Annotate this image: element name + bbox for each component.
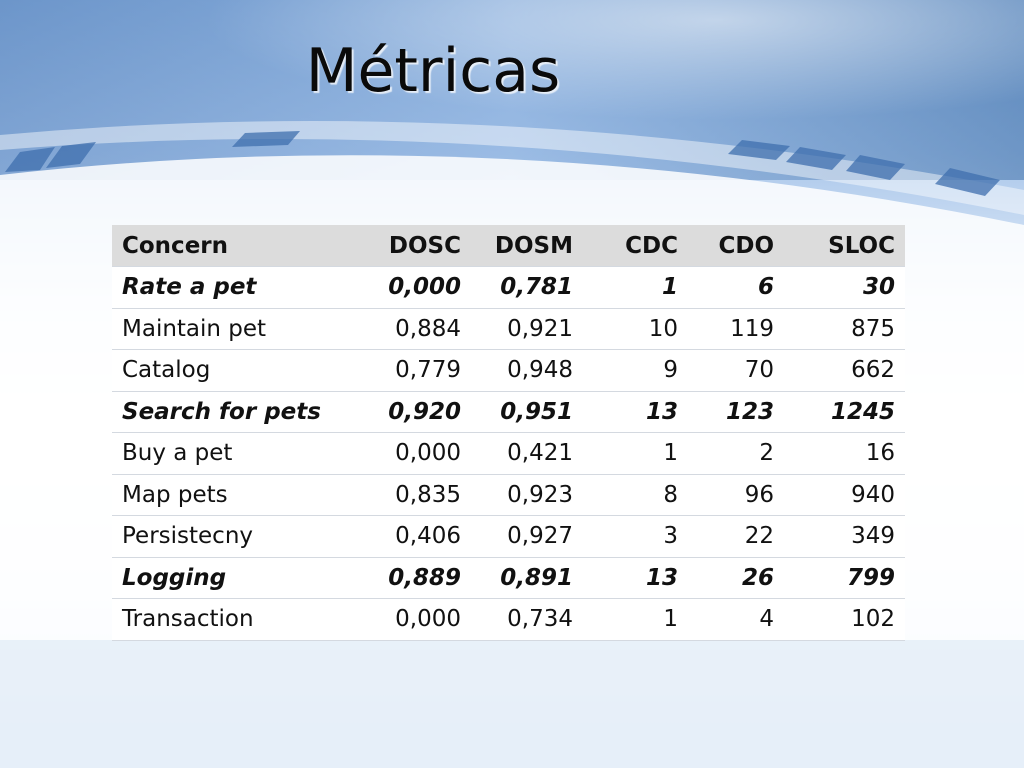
cell-dosc: 0,889	[359, 557, 471, 599]
table-row: Rate a pet 0,000 0,781 1 6 30	[112, 266, 905, 309]
cell-dosc: 0,884	[359, 308, 471, 350]
header-dosm: DOSM	[471, 225, 583, 267]
cell-cdc: 8	[583, 474, 688, 516]
table-row: Buy a pet 0,000 0,421 1 2 16	[112, 432, 905, 475]
cell-dosc: 0,835	[359, 474, 471, 516]
cell-dosc: 0,000	[359, 432, 471, 475]
cell-dosc: 0,000	[359, 598, 471, 641]
cell-sloc: 799	[784, 557, 905, 599]
cell-sloc: 1245	[784, 391, 905, 433]
header-concern: Concern	[112, 225, 359, 267]
table-row: Transaction 0,000 0,734 1 4 102	[112, 598, 905, 641]
header-dosc: DOSC	[359, 225, 471, 267]
cell-cdc: 13	[583, 391, 688, 433]
table-row: Catalog 0,779 0,948 9 70 662	[112, 349, 905, 392]
cell-cdo: 26	[688, 557, 784, 599]
table-row: Map pets 0,835 0,923 8 96 940	[112, 474, 905, 516]
cell-concern: Logging	[112, 557, 359, 599]
cell-cdc: 13	[583, 557, 688, 599]
cell-concern: Maintain pet	[112, 308, 359, 350]
cell-sloc: 30	[784, 266, 905, 309]
table-row: Search for pets 0,920 0,951 13 123 1245	[112, 391, 905, 433]
cell-cdc: 3	[583, 515, 688, 558]
cell-sloc: 940	[784, 474, 905, 516]
header-sloc: SLOC	[784, 225, 905, 267]
cell-concern: Catalog	[112, 349, 359, 392]
cell-dosm: 0,921	[471, 308, 583, 350]
cell-dosc: 0,406	[359, 515, 471, 558]
cell-cdo: 4	[688, 598, 784, 641]
cell-cdc: 1	[583, 266, 688, 309]
cell-dosm: 0,927	[471, 515, 583, 558]
cell-sloc: 662	[784, 349, 905, 392]
cell-dosc: 0,000	[359, 266, 471, 309]
cell-cdo: 6	[688, 266, 784, 309]
cell-cdo: 70	[688, 349, 784, 392]
cell-concern: Buy a pet	[112, 432, 359, 475]
cell-sloc: 102	[784, 598, 905, 641]
table-header-row: Concern DOSC DOSM CDC CDO SLOC	[112, 225, 905, 267]
cell-cdo: 2	[688, 432, 784, 475]
cell-cdo: 119	[688, 308, 784, 350]
cell-concern: Map pets	[112, 474, 359, 516]
cell-cdo: 123	[688, 391, 784, 433]
cell-cdc: 9	[583, 349, 688, 392]
cell-dosm: 0,891	[471, 557, 583, 599]
table-row: Logging 0,889 0,891 13 26 799	[112, 557, 905, 599]
cell-cdo: 22	[688, 515, 784, 558]
cell-concern: Rate a pet	[112, 266, 359, 309]
header-cdo: CDO	[688, 225, 784, 267]
cell-dosm: 0,781	[471, 266, 583, 309]
cell-sloc: 349	[784, 515, 905, 558]
cell-dosm: 0,948	[471, 349, 583, 392]
cell-dosm: 0,734	[471, 598, 583, 641]
cell-concern: Transaction	[112, 598, 359, 641]
cell-dosm: 0,923	[471, 474, 583, 516]
cell-concern: Search for pets	[112, 391, 359, 433]
slide-title: Métricas	[305, 36, 561, 106]
metrics-table: Concern DOSC DOSM CDC CDO SLOC Rate a pe…	[112, 225, 905, 641]
cell-sloc: 875	[784, 308, 905, 350]
cell-sloc: 16	[784, 432, 905, 475]
cell-dosm: 0,951	[471, 391, 583, 433]
table-row: Maintain pet 0,884 0,921 10 119 875	[112, 308, 905, 350]
cell-cdc: 10	[583, 308, 688, 350]
table-row: Persistecny 0,406 0,927 3 22 349	[112, 515, 905, 558]
header-cdc: CDC	[583, 225, 688, 267]
cell-cdc: 1	[583, 598, 688, 641]
cell-concern: Persistecny	[112, 515, 359, 558]
cell-dosm: 0,421	[471, 432, 583, 475]
cell-cdo: 96	[688, 474, 784, 516]
cell-dosc: 0,779	[359, 349, 471, 392]
cell-dosc: 0,920	[359, 391, 471, 433]
cell-cdc: 1	[583, 432, 688, 475]
